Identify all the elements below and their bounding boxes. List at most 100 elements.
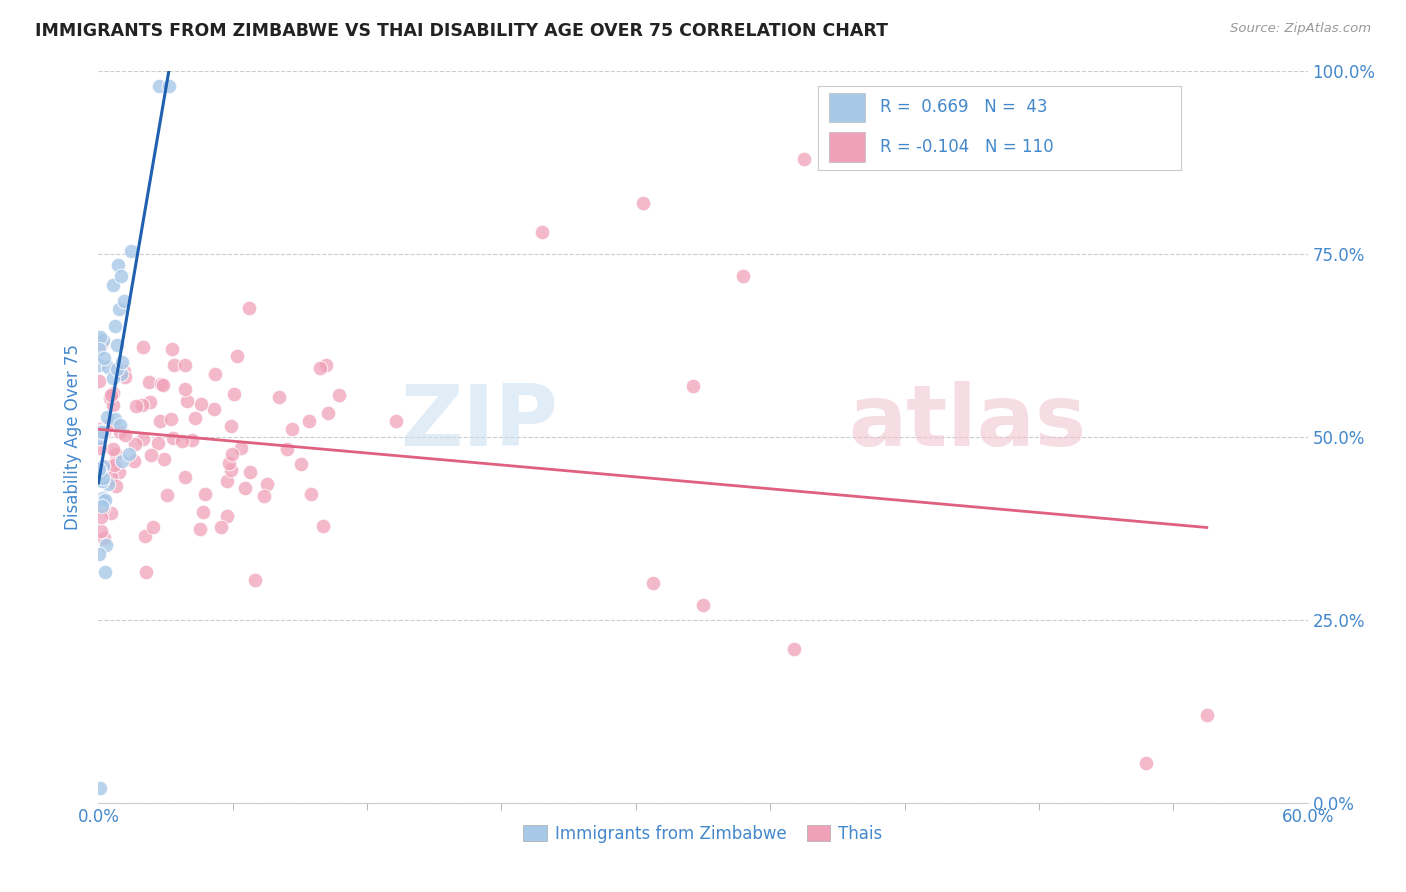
Point <box>101 371 124 385</box>
Point <box>103 458 125 472</box>
Text: IMMIGRANTS FROM ZIMBABWE VS THAI DISABILITY AGE OVER 75 CORRELATION CHART: IMMIGRANTS FROM ZIMBABWE VS THAI DISABIL… <box>35 22 889 40</box>
Point <box>190 397 212 411</box>
Point <box>1195 708 1218 723</box>
Point <box>108 465 131 479</box>
Point <box>131 398 153 412</box>
Point <box>298 414 321 428</box>
Point <box>104 319 127 334</box>
Point <box>132 340 155 354</box>
Point <box>269 390 291 404</box>
Point <box>193 505 215 519</box>
Point <box>174 358 197 372</box>
Point <box>98 417 121 432</box>
Point <box>105 338 128 352</box>
Point <box>276 442 298 457</box>
Point <box>641 576 664 591</box>
Point <box>162 343 184 357</box>
Point <box>112 294 135 309</box>
Point <box>308 360 330 375</box>
Point <box>631 196 654 211</box>
Point <box>281 422 304 436</box>
Point <box>783 642 806 657</box>
Point <box>209 520 232 534</box>
Point <box>733 269 755 284</box>
Point <box>91 494 114 508</box>
Point <box>149 414 172 428</box>
Point <box>87 547 110 561</box>
Point <box>110 368 132 382</box>
Point <box>226 350 249 364</box>
Point <box>89 462 111 476</box>
Point <box>125 399 148 413</box>
Point <box>96 538 118 552</box>
Point <box>253 489 276 503</box>
Point <box>142 519 165 533</box>
Point <box>112 364 135 378</box>
Point <box>98 459 121 474</box>
Point <box>229 441 252 455</box>
Point <box>90 424 112 438</box>
Point <box>682 379 704 393</box>
Point <box>188 522 211 536</box>
Point <box>194 486 217 500</box>
Text: ZIP: ZIP <box>401 381 558 464</box>
Point <box>105 362 128 376</box>
Point <box>148 78 170 93</box>
Point <box>100 387 122 401</box>
Point <box>316 406 339 420</box>
Point <box>122 453 145 467</box>
Point <box>91 491 114 505</box>
Point <box>243 573 266 587</box>
Point <box>238 301 260 315</box>
Point <box>135 565 157 579</box>
Point <box>233 481 256 495</box>
Point <box>120 244 142 259</box>
Point <box>299 487 322 501</box>
Point <box>91 333 114 347</box>
Point <box>204 367 226 381</box>
Point <box>98 391 121 405</box>
Point <box>290 457 312 471</box>
Point <box>202 401 225 416</box>
Point <box>105 447 128 461</box>
Point <box>153 451 176 466</box>
Point <box>139 395 162 409</box>
Point <box>176 394 198 409</box>
Point <box>91 500 114 515</box>
Y-axis label: Disability Age Over 75: Disability Age Over 75 <box>65 344 83 530</box>
Point <box>108 425 131 439</box>
Point <box>89 467 111 481</box>
Point <box>139 448 162 462</box>
Point <box>101 442 124 456</box>
Point <box>87 342 110 356</box>
Point <box>148 436 170 450</box>
Point <box>114 369 136 384</box>
Point <box>111 355 134 369</box>
Point <box>89 432 111 446</box>
Point <box>152 378 174 392</box>
Point <box>87 375 110 389</box>
Point <box>93 351 115 365</box>
Point <box>239 465 262 479</box>
Point <box>218 456 240 470</box>
Point <box>221 462 243 476</box>
Point <box>162 431 184 445</box>
Point <box>104 478 127 492</box>
Point <box>108 301 131 316</box>
Point <box>91 459 114 474</box>
Point <box>312 519 335 533</box>
Point <box>91 425 114 439</box>
Point <box>90 474 112 488</box>
Point <box>90 509 112 524</box>
Point <box>118 447 141 461</box>
Point <box>89 441 111 455</box>
Point <box>91 500 114 514</box>
Point <box>174 382 197 396</box>
Point <box>174 470 197 484</box>
Point <box>97 477 120 491</box>
Point <box>93 532 115 546</box>
Point <box>87 358 110 372</box>
Point <box>256 476 278 491</box>
Point <box>157 78 180 93</box>
Point <box>90 524 112 538</box>
